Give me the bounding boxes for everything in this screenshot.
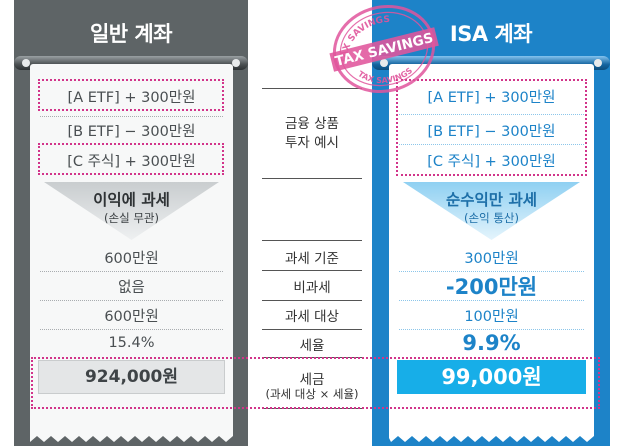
- right-arrow-sub: (손익 통산): [464, 211, 519, 225]
- right-tax-base: 300만원: [464, 251, 519, 267]
- right-taxable: 100만원: [464, 309, 519, 325]
- left-item-c-stock: [C 주식] + 300만원: [67, 154, 196, 170]
- left-tax-base: 600만원: [104, 251, 159, 267]
- label-taxable: 과세 대상: [285, 309, 339, 325]
- left-arrow-title: 이익에 과세: [93, 191, 170, 209]
- general-account-sheet: [A ETF] + 300만원 [B ETF] − 300만원 [C 주식] +…: [30, 64, 233, 442]
- label-tax-base: 과세 기준: [285, 251, 339, 267]
- general-account-header: 일반 계좌: [14, 0, 248, 66]
- left-taxable: 600만원: [104, 309, 159, 325]
- left-arrow-sub: (손실 무관): [104, 211, 159, 225]
- example-label-line2: 투자 예시: [285, 135, 339, 151]
- general-account-title: 일반 계좌: [89, 22, 173, 46]
- isa-account-sheet: [A ETF] + 300만원 [B ETF] − 300만원 [C 주식] +…: [389, 64, 594, 442]
- right-tax-result: 99,000원: [397, 360, 586, 394]
- right-arrow-title: 순수익만 과세: [446, 191, 537, 209]
- left-tax-result: 924,000원: [38, 360, 225, 394]
- right-item-b-etf: [B ETF] − 300만원: [427, 124, 556, 140]
- label-tax: 세금: [299, 372, 325, 388]
- right-tax-rate: 9.9%: [462, 331, 521, 355]
- right-item-a-etf: [A ETF] + 300만원: [427, 90, 556, 106]
- label-tax-exempt: 비과세: [293, 280, 331, 296]
- isa-account-title: ISA 계좌: [449, 22, 533, 46]
- left-a-etf-highlight: [38, 79, 224, 111]
- left-item-b-etf: [B ETF] − 300만원: [67, 124, 196, 140]
- right-item-c-stock: [C 주식] + 300만원: [427, 154, 556, 170]
- tax-comparison-highlight: [31, 357, 600, 409]
- right-tax-exempt: -200만원: [445, 275, 538, 299]
- example-label-line1: 금융 상품: [285, 116, 339, 132]
- left-tax-exempt: 없음: [118, 280, 145, 296]
- right-items-highlight: [396, 79, 587, 176]
- left-tax-rate: 15.4%: [108, 335, 155, 351]
- tax-savings-stamp: TAX SAVINGS TAX SAVINGS TAX SAVINGS: [329, 4, 439, 94]
- right-tax-arrow: [403, 182, 580, 240]
- left-item-a-etf: [A ETF] + 300만원: [67, 90, 196, 106]
- left-tax-arrow: [44, 182, 219, 240]
- label-tax-formula: (과세 대상 × 세율): [265, 387, 359, 401]
- left-c-stock-highlight: [38, 143, 224, 175]
- label-tax-rate: 세율: [299, 338, 325, 354]
